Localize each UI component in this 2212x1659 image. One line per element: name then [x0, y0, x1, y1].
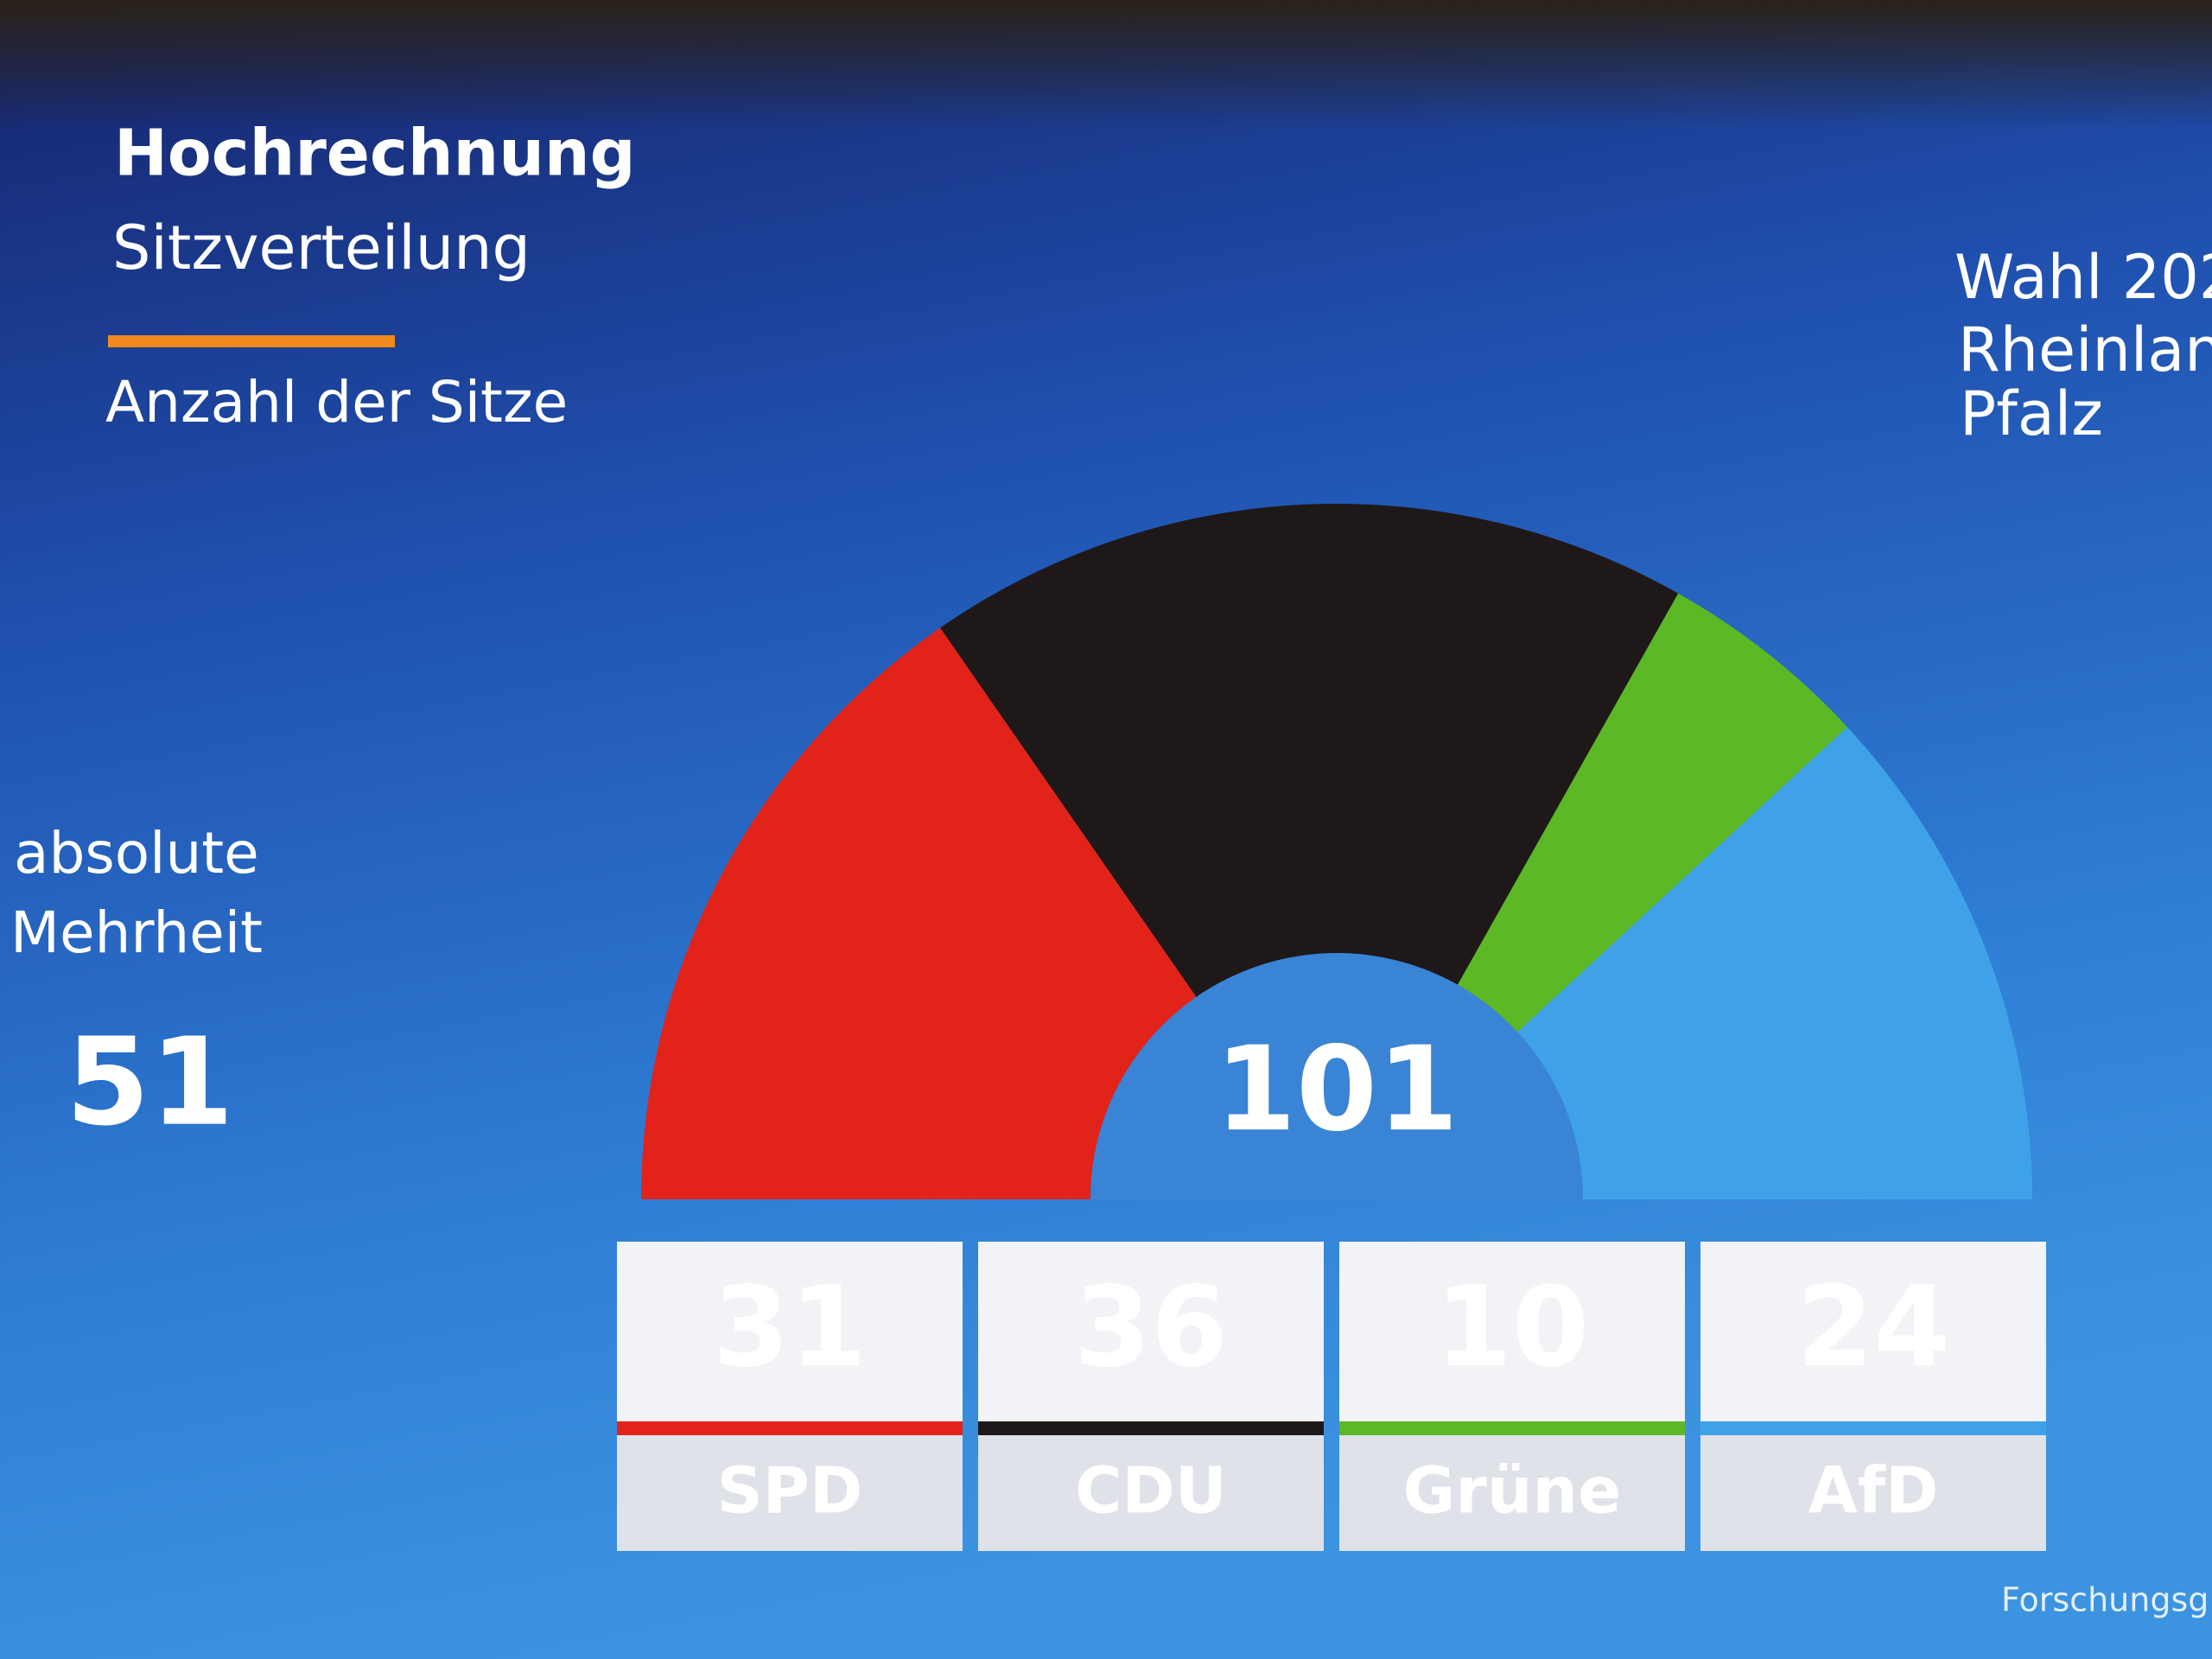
seat-segment: [940, 504, 1679, 997]
value-box: [978, 1242, 1324, 1425]
party-underline: [617, 1421, 963, 1435]
chart-subtitle: Sitzverteilung: [112, 213, 531, 283]
election-label: Wahl 202: [1955, 242, 2212, 313]
majority-value: 51: [66, 1013, 234, 1154]
seat-segment: [1457, 593, 1847, 1033]
label-box: [617, 1435, 963, 1551]
majority-label: Mehrheit: [10, 899, 263, 966]
party-name: CDU: [1075, 1454, 1227, 1529]
party-name: Grüne: [1403, 1454, 1622, 1529]
party-name: AfD: [1808, 1454, 1939, 1529]
label-box: [1700, 1435, 2046, 1551]
source: Forschungsg: [2001, 1581, 2209, 1619]
seat-count: 24: [1796, 1263, 1950, 1392]
label-box: [978, 1435, 1324, 1551]
party-underline: [1700, 1421, 2046, 1435]
election-label: Pfalz: [1960, 378, 2103, 449]
seat-segment: [641, 627, 1197, 1199]
seat-segment: [1517, 727, 2032, 1199]
party-underline: [978, 1421, 1324, 1435]
center-hub: [1090, 953, 1583, 1199]
seat-count: 10: [1435, 1263, 1589, 1392]
value-box: [1339, 1242, 1685, 1425]
majority-label: absolute: [14, 820, 259, 887]
chart-title: Hochrechnung: [114, 117, 636, 191]
value-label: Anzahl der Sitze: [105, 369, 568, 435]
accent-line: [108, 335, 395, 347]
total-seats: 101: [1215, 1021, 1459, 1157]
value-box: [617, 1242, 963, 1425]
election-label: Rheinlan: [1958, 315, 2212, 385]
party-underline: [1339, 1421, 1685, 1435]
screen-frame: [0, 0, 2212, 130]
label-box: [1339, 1435, 1685, 1551]
seat-count: 36: [1074, 1263, 1228, 1392]
value-box: [1700, 1242, 2046, 1425]
party-name: SPD: [717, 1454, 863, 1529]
seat-count: 31: [713, 1263, 867, 1392]
